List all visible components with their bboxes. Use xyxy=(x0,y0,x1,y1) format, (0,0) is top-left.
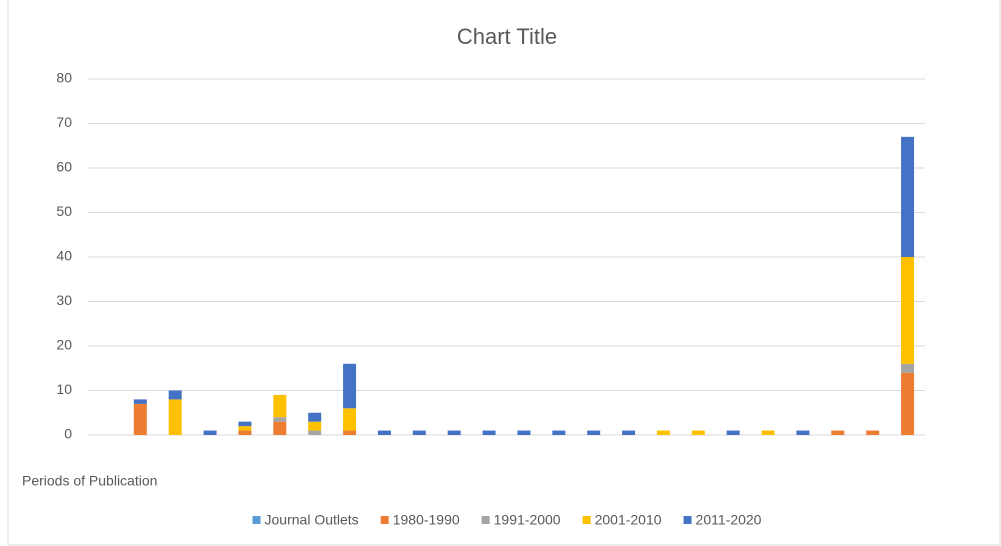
legend-label: 1980-1990 xyxy=(393,512,460,528)
bar-segment xyxy=(796,430,810,435)
bar-segment xyxy=(412,430,426,435)
legend-label: 2011-2020 xyxy=(696,512,762,528)
bar-segment xyxy=(238,430,252,435)
legend-swatch xyxy=(683,516,692,524)
bar-segment xyxy=(831,430,845,435)
bar-segment xyxy=(691,430,705,435)
legend-swatch xyxy=(481,516,490,524)
y-tick-label: 10 xyxy=(56,381,72,397)
y-tick-label: 70 xyxy=(56,114,72,130)
bar-segment xyxy=(308,421,322,431)
bar-segment xyxy=(901,363,915,373)
y-tick-label: 50 xyxy=(56,203,72,219)
y-tick-label: 30 xyxy=(56,292,72,308)
bar-segment xyxy=(517,430,531,435)
y-tick-label: 20 xyxy=(56,337,72,353)
bar-segment xyxy=(203,430,217,435)
bar-segment xyxy=(656,430,670,435)
bar-segment xyxy=(133,399,147,404)
bar-segment xyxy=(133,403,147,435)
bar-segment xyxy=(901,372,915,435)
bar-segment xyxy=(238,426,252,431)
chart-frame xyxy=(7,0,1001,546)
y-tick-label: 0 xyxy=(64,426,72,442)
bar-segment xyxy=(552,430,566,435)
bar-segment xyxy=(273,394,287,418)
bar-segment xyxy=(447,430,461,435)
legend-swatch xyxy=(252,516,261,524)
bar-segment xyxy=(273,417,287,422)
bar-segment xyxy=(377,430,391,435)
legend-label: 2001-2010 xyxy=(595,512,662,528)
legend-label: Journal Outlets xyxy=(265,512,359,528)
y-tick-label: 60 xyxy=(56,159,72,175)
y-tick-label: 80 xyxy=(56,70,72,86)
legend-label: 1991-2000 xyxy=(494,512,561,528)
bar-segment xyxy=(866,430,880,435)
bar-segment xyxy=(761,430,775,435)
bar-segment xyxy=(901,136,915,257)
bar-segment xyxy=(482,430,496,435)
bar-segment xyxy=(622,430,636,435)
bar-segment xyxy=(168,399,182,435)
legend-swatch xyxy=(582,516,591,524)
bar-segment xyxy=(308,430,322,435)
y-tick-label: 40 xyxy=(56,248,72,264)
bar-segment xyxy=(587,430,601,435)
legend-swatch xyxy=(380,516,389,524)
bar-segment xyxy=(273,421,287,435)
bar-segment xyxy=(238,421,252,427)
bar-segment xyxy=(168,390,182,400)
bar-segment xyxy=(726,430,740,435)
bar-segment xyxy=(901,257,915,364)
x-axis-label: Periods of Publication xyxy=(22,473,157,489)
chart-title: Chart Title xyxy=(457,24,557,49)
bar-segment xyxy=(308,412,322,422)
bar-segment xyxy=(343,408,357,431)
bar-segment xyxy=(343,430,357,435)
bar-segment xyxy=(343,363,357,409)
